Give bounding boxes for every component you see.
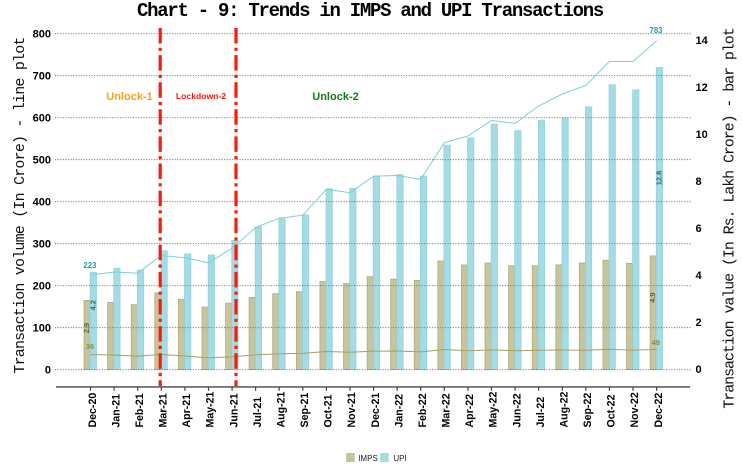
svg-text:100: 100 xyxy=(33,323,51,335)
svg-text:Jul-22: Jul-22 xyxy=(535,397,547,428)
svg-text:Jul-21: Jul-21 xyxy=(252,397,264,428)
svg-text:May-22: May-22 xyxy=(488,391,500,427)
svg-text:Oct-22: Oct-22 xyxy=(606,394,618,427)
svg-text:Sep-22: Sep-22 xyxy=(582,393,594,428)
svg-text:4: 4 xyxy=(696,270,703,282)
svg-text:Feb-21: Feb-21 xyxy=(134,393,146,427)
svg-text:Aug-21: Aug-21 xyxy=(275,391,287,427)
svg-text:Dec-22: Dec-22 xyxy=(653,393,665,428)
svg-text:12.8: 12.8 xyxy=(655,171,664,186)
svg-text:200: 200 xyxy=(33,281,51,293)
svg-text:Transaction value (In Rs. Lakh: Transaction value (In Rs. Lakh Crore) - … xyxy=(722,28,739,408)
svg-text:14: 14 xyxy=(696,35,709,47)
svg-text:Aug-22: Aug-22 xyxy=(559,391,571,427)
svg-text:Dec-21: Dec-21 xyxy=(370,393,382,428)
svg-text:Jan-21: Jan-21 xyxy=(110,394,122,428)
svg-text:Unlock-2: Unlock-2 xyxy=(312,91,358,103)
svg-text:223: 223 xyxy=(83,261,97,270)
svg-text:36: 36 xyxy=(86,342,94,351)
svg-text:Nov-22: Nov-22 xyxy=(629,392,641,427)
svg-text:Jun-22: Jun-22 xyxy=(511,393,523,427)
svg-text:Mar-22: Mar-22 xyxy=(441,393,453,427)
svg-text:Unlock-1: Unlock-1 xyxy=(106,91,152,103)
svg-text:10: 10 xyxy=(696,129,708,141)
svg-text:800: 800 xyxy=(33,29,51,41)
svg-text:49: 49 xyxy=(652,338,660,347)
svg-text:6: 6 xyxy=(696,223,702,235)
svg-text:Chart - 9: Trends in IMPS and: Chart - 9: Trends in IMPS and UPI Transa… xyxy=(137,0,604,22)
svg-text:500: 500 xyxy=(33,155,51,167)
svg-text:600: 600 xyxy=(33,113,51,125)
svg-text:Feb-22: Feb-22 xyxy=(417,393,429,427)
svg-text:4.9: 4.9 xyxy=(648,292,657,302)
svg-text:4.2: 4.2 xyxy=(89,300,98,310)
svg-text:0: 0 xyxy=(696,364,702,376)
svg-text:Jan-22: Jan-22 xyxy=(393,394,405,428)
svg-text:783: 783 xyxy=(649,26,663,35)
svg-text:Transaction volume (In Crore): Transaction volume (In Crore) - line plo… xyxy=(12,37,29,373)
svg-text:12: 12 xyxy=(696,82,708,94)
svg-text:Sep-21: Sep-21 xyxy=(299,393,311,428)
svg-text:Jun-21: Jun-21 xyxy=(228,393,240,427)
svg-text:Apr-21: Apr-21 xyxy=(181,394,193,428)
svg-text:May-21: May-21 xyxy=(205,391,217,427)
svg-text:700: 700 xyxy=(33,71,51,83)
svg-text:0: 0 xyxy=(45,365,51,377)
svg-text:Apr-22: Apr-22 xyxy=(464,394,476,428)
svg-text:Nov-21: Nov-21 xyxy=(346,392,358,427)
svg-text:300: 300 xyxy=(33,239,51,251)
svg-text:UPI: UPI xyxy=(393,454,406,463)
svg-text:Dec-20: Dec-20 xyxy=(87,393,99,428)
svg-text:IMPS: IMPS xyxy=(358,454,378,463)
svg-text:2.9: 2.9 xyxy=(82,323,91,333)
svg-text:Mar-21: Mar-21 xyxy=(158,393,170,427)
svg-text:Lockdown-2: Lockdown-2 xyxy=(176,91,226,101)
svg-text:Oct-21: Oct-21 xyxy=(323,394,335,427)
svg-text:2: 2 xyxy=(696,317,702,329)
svg-text:8: 8 xyxy=(696,176,702,188)
svg-text:400: 400 xyxy=(33,197,51,209)
